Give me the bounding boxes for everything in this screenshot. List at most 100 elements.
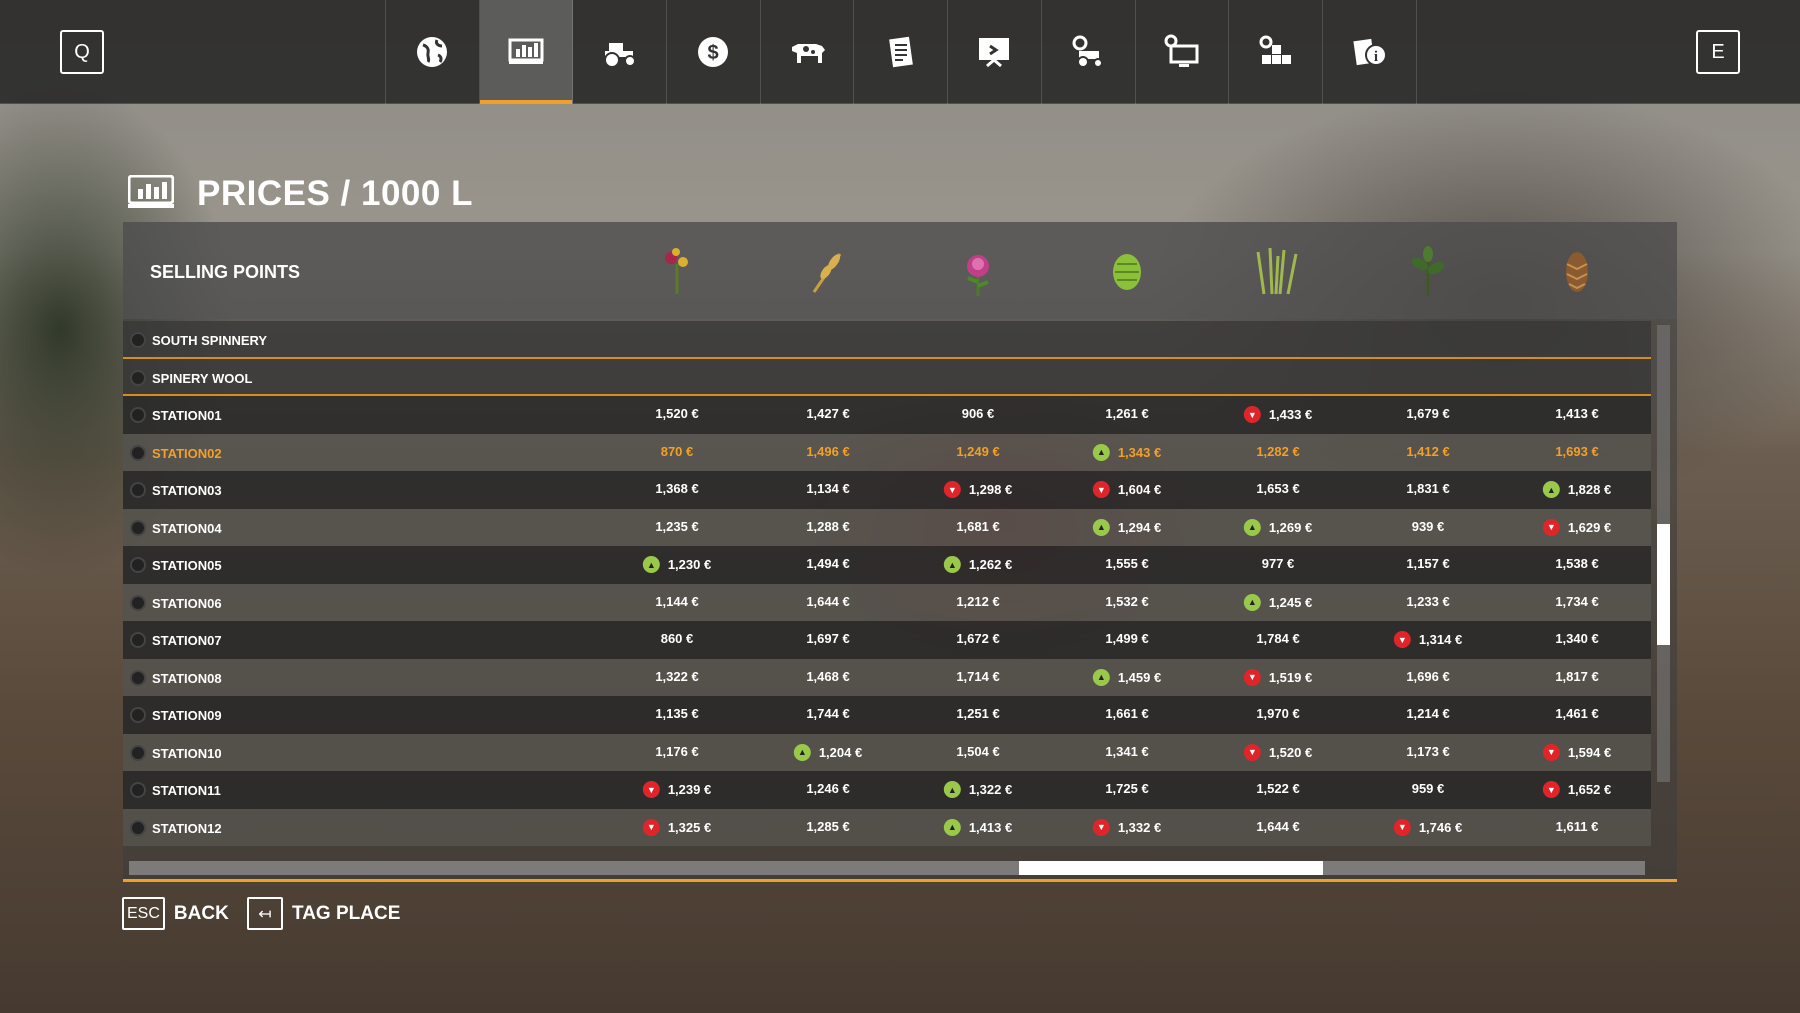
price-cell: ▼ 1,314 €	[1393, 631, 1462, 648]
trend-up-icon: ▲	[1092, 518, 1110, 536]
price-cell: 1,134 €	[806, 481, 849, 496]
price-value: 1,427 €	[806, 406, 850, 421]
price-value: 1,644 €	[806, 593, 850, 609]
trend-down-icon: ▼	[1393, 818, 1411, 836]
row-name: STATION03	[152, 483, 222, 498]
price-cell: ▼ 1,298 €	[943, 481, 1012, 498]
table-body: SOUTH SPINNERY SPINERY WOOL STATION01 1,520…	[123, 321, 1651, 846]
tab-tractor[interactable]	[573, 0, 668, 104]
price-value: 1,652 €	[1567, 782, 1612, 797]
tab-cow[interactable]	[761, 0, 855, 104]
pinecone-icon[interactable]	[1549, 242, 1605, 298]
price-value: 1,725 €	[1105, 781, 1149, 796]
back-button[interactable]: ESC BACK	[122, 897, 229, 930]
price-value: 1,269 €	[1268, 519, 1313, 535]
selling-point-icon	[130, 482, 146, 498]
price-cell: 1,831 €	[1406, 481, 1449, 496]
price-cell: ▼ 1,332 €	[1092, 818, 1161, 836]
trend-down-icon: ▼	[1542, 781, 1560, 798]
price-cell: 1,734 €	[1555, 594, 1598, 609]
tab-contracts[interactable]	[854, 0, 949, 104]
vertical-scrollbar[interactable]	[1657, 325, 1670, 782]
table-row[interactable]: STATION05 ▲ 1,230 € 1,494 € ▲ 1,262 € 1,555 € 9…	[123, 546, 1651, 584]
price-cell: 1,644 €	[1256, 819, 1299, 834]
category-row[interactable]: SPINERY WOOL	[123, 358, 1651, 396]
trend-up-icon: ▲	[642, 556, 660, 573]
price-value: 1,288 €	[806, 518, 850, 534]
trend-up-icon: ▲	[1243, 518, 1261, 536]
row-name: SOUTH SPINNERY	[152, 333, 268, 348]
trend-down-icon: ▼	[642, 818, 660, 836]
tab-vehicle-settings[interactable]	[1042, 0, 1136, 104]
trend-up-icon: ▲	[793, 743, 811, 761]
row-name: STATION02	[152, 445, 222, 461]
table-row[interactable]: STATION10 1,176 € ▲ 1,204 € 1,504 € 1,341 € ▼ 1…	[123, 733, 1651, 771]
price-value: 1,412 €	[1406, 443, 1450, 459]
price-cell: ▼ 1,629 €	[1542, 518, 1611, 536]
tab-help-board[interactable]	[948, 0, 1042, 104]
price-cell: 1,288 €	[806, 519, 849, 534]
table-row[interactable]: STATION07 860 € 1,697 € 1,672 € 1,499 € 1,784…	[123, 621, 1651, 659]
price-cell: 1,340 €	[1555, 631, 1598, 646]
table-row[interactable]: STATION02 870 € 1,496 € 1,249 € ▲ 1,343 € 1,28…	[123, 433, 1651, 471]
price-cell: 1,661 €	[1105, 706, 1148, 721]
table-row[interactable]: STATION09 1,135 € 1,744 € 1,251 € 1,661 € 1,9…	[123, 696, 1651, 734]
price-cell: 1,412 €	[1406, 444, 1449, 459]
price-cell: 1,696 €	[1406, 669, 1449, 684]
table-row[interactable]: STATION03 1,368 € 1,134 € ▼ 1,298 € ▼ 1,604 € 1…	[123, 471, 1651, 509]
price-cell: 1,144 €	[655, 594, 698, 609]
tag-place-button[interactable]: ↤ TAG PLACE	[247, 897, 400, 930]
price-value: 1,817 €	[1555, 668, 1599, 684]
grass-icon[interactable]	[1250, 242, 1306, 298]
price-cell: 1,499 €	[1105, 631, 1148, 646]
trend-up-icon: ▲	[943, 556, 961, 573]
price-value: 1,251 €	[956, 706, 1000, 721]
price-value: 1,245 €	[1268, 594, 1313, 610]
table-row[interactable]: STATION08 1,322 € 1,468 € 1,714 € ▲ 1,459 € ▼ 1…	[123, 658, 1651, 696]
tab-production[interactable]	[1229, 0, 1323, 104]
table-row[interactable]: STATION06 1,144 € 1,644 € 1,212 € 1,532 € ▲ 1,…	[123, 583, 1651, 621]
wheat-icon[interactable]	[800, 242, 856, 298]
tab-info[interactable]: i	[1323, 0, 1417, 104]
price-cell: 1,714 €	[956, 669, 999, 684]
table-row[interactable]: STATION01 1,520 € 1,427 € 906 € 1,261 € ▼ 1,43…	[123, 396, 1651, 434]
price-value: 1,746 €	[1418, 819, 1463, 835]
herb-icon[interactable]	[1400, 242, 1456, 298]
selling-point-icon	[130, 707, 146, 723]
price-cell: 1,555 €	[1105, 556, 1148, 571]
price-value: 1,679 €	[1406, 406, 1450, 421]
trend-down-icon: ▼	[943, 481, 961, 498]
selling-point-icon	[130, 557, 146, 573]
price-cell: ▼ 1,519 €	[1243, 668, 1312, 686]
price-value: 1,653 €	[1256, 481, 1300, 496]
next-page-key-button[interactable]: E	[1696, 30, 1740, 74]
horizontal-scrollbar[interactable]	[129, 861, 1645, 875]
category-row[interactable]: SOUTH SPINNERY	[123, 321, 1651, 359]
price-value: 1,325 €	[667, 819, 712, 835]
trend-down-icon: ▼	[1092, 818, 1110, 836]
page-title: PRICES / 1000 L	[197, 174, 473, 213]
tab-monitor-settings[interactable]	[1136, 0, 1230, 104]
sunflower-icon[interactable]	[649, 242, 705, 298]
selling-point-icon	[130, 632, 146, 648]
price-cell: 1,427 €	[806, 406, 849, 421]
table-row[interactable]: STATION12 ▼ 1,325 € 1,285 € ▲ 1,413 € ▼ 1,332 €…	[123, 808, 1651, 846]
table-row[interactable]: STATION04 1,235 € 1,288 € 1,681 € ▲ 1,294 € ▲ 1…	[123, 508, 1651, 546]
row-name: SPINERY WOOL	[152, 370, 253, 386]
table-row[interactable]: STATION11 ▼ 1,239 € 1,246 € ▲ 1,322 € 1,725 € 1…	[123, 771, 1651, 809]
price-value: 1,343 €	[1117, 444, 1162, 460]
prev-page-key-button[interactable]: Q	[60, 30, 104, 74]
tab-dollar[interactable]: $	[667, 0, 761, 104]
price-value: 1,520 €	[655, 406, 699, 421]
price-value: 1,744 €	[806, 706, 850, 721]
hops-icon[interactable]	[1099, 242, 1155, 298]
vertical-scroll-thumb[interactable]	[1657, 524, 1670, 645]
price-value: 1,555 €	[1105, 556, 1149, 571]
tab-globe[interactable]	[386, 0, 480, 104]
price-value: 1,468 €	[806, 668, 850, 684]
clover-icon[interactable]	[950, 242, 1006, 298]
price-value: 1,644 €	[1256, 818, 1300, 834]
tractor-icon	[603, 43, 636, 68]
tab-prices-chart[interactable]	[479, 0, 574, 104]
horizontal-scroll-thumb[interactable]	[1019, 861, 1323, 875]
